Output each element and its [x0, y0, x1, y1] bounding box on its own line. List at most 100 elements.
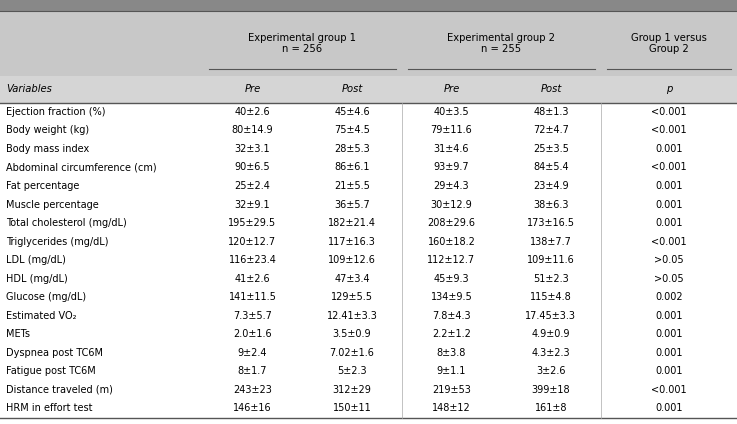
Text: 45±9.3: 45±9.3	[433, 273, 469, 284]
Text: 120±12.7: 120±12.7	[228, 237, 276, 247]
Text: >0.05: >0.05	[654, 255, 684, 265]
Text: 4.9±0.9: 4.9±0.9	[531, 329, 570, 339]
Text: Pre: Pre	[443, 84, 460, 95]
Text: 0.001: 0.001	[655, 200, 682, 209]
Text: Body mass index: Body mass index	[6, 144, 89, 154]
Text: 8±3.8: 8±3.8	[437, 348, 466, 358]
Text: 5±2.3: 5±2.3	[337, 366, 367, 377]
Text: <0.001: <0.001	[651, 107, 687, 117]
Text: 0.001: 0.001	[655, 144, 682, 154]
Text: 312±29: 312±29	[332, 385, 371, 395]
Text: HDL (mg/dL): HDL (mg/dL)	[6, 273, 68, 284]
Text: 30±12.9: 30±12.9	[430, 200, 472, 209]
Text: 109±11.6: 109±11.6	[527, 255, 575, 265]
Text: 31±4.6: 31±4.6	[433, 144, 469, 154]
Text: 0.001: 0.001	[655, 329, 682, 339]
Text: 150±11: 150±11	[332, 403, 371, 413]
Text: <0.001: <0.001	[651, 162, 687, 173]
Text: 3±2.6: 3±2.6	[536, 366, 566, 377]
Text: 29±4.3: 29±4.3	[433, 181, 469, 191]
Text: 9±1.1: 9±1.1	[437, 366, 466, 377]
Text: 182±21.4: 182±21.4	[328, 218, 376, 228]
Text: 17.45±3.3: 17.45±3.3	[525, 311, 576, 321]
Text: 146±16: 146±16	[233, 403, 272, 413]
Text: 138±7.7: 138±7.7	[530, 237, 572, 247]
Text: 243±23: 243±23	[233, 385, 272, 395]
Text: <0.001: <0.001	[651, 385, 687, 395]
Text: 8±1.7: 8±1.7	[237, 366, 268, 377]
Text: Estimated VO₂: Estimated VO₂	[6, 311, 77, 321]
Text: Body weight (kg): Body weight (kg)	[6, 126, 89, 135]
Text: 86±6.1: 86±6.1	[334, 162, 370, 173]
Text: 148±12: 148±12	[432, 403, 471, 413]
Text: 3.5±0.9: 3.5±0.9	[332, 329, 371, 339]
Text: Post: Post	[540, 84, 562, 95]
Text: Triglycerides (mg/dL): Triglycerides (mg/dL)	[6, 237, 108, 247]
Text: 0.001: 0.001	[655, 218, 682, 228]
Bar	[0, 76, 737, 103]
Text: Fatigue post TC6M: Fatigue post TC6M	[6, 366, 96, 377]
Text: 7.3±5.7: 7.3±5.7	[233, 311, 272, 321]
Text: 141±11.5: 141±11.5	[228, 292, 276, 302]
Text: Pre: Pre	[244, 84, 261, 95]
Text: 79±11.6: 79±11.6	[430, 126, 472, 135]
Text: >0.05: >0.05	[654, 273, 684, 284]
Text: LDL (mg/dL): LDL (mg/dL)	[6, 255, 66, 265]
Text: 0.002: 0.002	[655, 292, 682, 302]
Text: 84±5.4: 84±5.4	[533, 162, 569, 173]
Text: 129±5.5: 129±5.5	[331, 292, 373, 302]
Text: 115±4.8: 115±4.8	[530, 292, 572, 302]
Text: Variables: Variables	[6, 84, 52, 95]
Text: 173±16.5: 173±16.5	[527, 218, 575, 228]
Text: 117±16.3: 117±16.3	[328, 237, 376, 247]
Text: 90±6.5: 90±6.5	[234, 162, 270, 173]
Text: 0.001: 0.001	[655, 311, 682, 321]
Text: 40±3.5: 40±3.5	[433, 107, 469, 117]
Text: 38±6.3: 38±6.3	[533, 200, 569, 209]
Text: 32±3.1: 32±3.1	[234, 144, 270, 154]
Text: 195±29.5: 195±29.5	[228, 218, 276, 228]
Text: 45±4.6: 45±4.6	[334, 107, 370, 117]
Text: Total cholesterol (mg/dL): Total cholesterol (mg/dL)	[6, 218, 127, 228]
Text: 28±5.3: 28±5.3	[334, 144, 370, 154]
Text: 208±29.6: 208±29.6	[427, 218, 475, 228]
Text: Experimental group 1
n = 256: Experimental group 1 n = 256	[248, 33, 356, 54]
Text: 4.3±2.3: 4.3±2.3	[531, 348, 570, 358]
Text: Distance traveled (m): Distance traveled (m)	[6, 385, 113, 395]
Text: 40±2.6: 40±2.6	[234, 107, 270, 117]
Text: 2.0±1.6: 2.0±1.6	[233, 329, 272, 339]
Text: Experimental group 2
n = 255: Experimental group 2 n = 255	[447, 33, 555, 54]
Text: HRM in effort test: HRM in effort test	[6, 403, 92, 413]
Text: 80±14.9: 80±14.9	[231, 126, 273, 135]
Text: p: p	[666, 84, 672, 95]
Text: 93±9.7: 93±9.7	[433, 162, 469, 173]
Text: 23±4.9: 23±4.9	[533, 181, 569, 191]
Text: 9±2.4: 9±2.4	[237, 348, 268, 358]
Text: Muscle percentage: Muscle percentage	[6, 200, 99, 209]
Text: 7.8±4.3: 7.8±4.3	[432, 311, 471, 321]
Text: 72±4.7: 72±4.7	[533, 126, 569, 135]
Text: 25±3.5: 25±3.5	[533, 144, 569, 154]
Text: 7.02±1.6: 7.02±1.6	[329, 348, 374, 358]
Text: <0.001: <0.001	[651, 237, 687, 247]
Text: 134±9.5: 134±9.5	[430, 292, 472, 302]
Text: 399±18: 399±18	[531, 385, 570, 395]
Text: 109±12.6: 109±12.6	[328, 255, 376, 265]
Text: 116±23.4: 116±23.4	[228, 255, 276, 265]
Text: 161±8: 161±8	[534, 403, 567, 413]
Text: 219±53: 219±53	[432, 385, 471, 395]
Text: 25±2.4: 25±2.4	[234, 181, 270, 191]
Text: 41±2.6: 41±2.6	[234, 273, 270, 284]
Text: 0.001: 0.001	[655, 403, 682, 413]
Bar	[0, 11, 737, 76]
Text: 160±18.2: 160±18.2	[427, 237, 475, 247]
Text: Ejection fraction (%): Ejection fraction (%)	[6, 107, 105, 117]
Text: Abdominal circumference (cm): Abdominal circumference (cm)	[6, 162, 156, 173]
Text: 75±4.5: 75±4.5	[334, 126, 370, 135]
Bar	[0, 103, 737, 424]
Text: 51±2.3: 51±2.3	[533, 273, 569, 284]
Text: 32±9.1: 32±9.1	[234, 200, 270, 209]
Text: Post: Post	[341, 84, 363, 95]
Text: 12.41±3.3: 12.41±3.3	[326, 311, 377, 321]
Text: Group 1 versus
Group 2: Group 1 versus Group 2	[631, 33, 707, 54]
